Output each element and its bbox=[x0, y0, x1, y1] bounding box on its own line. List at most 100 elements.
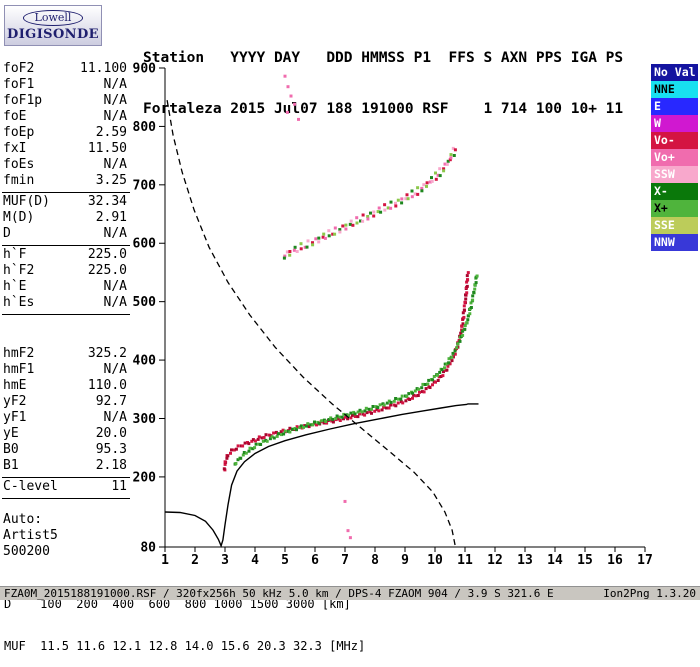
param-row: 500200 bbox=[2, 544, 130, 560]
param-row: C-level 11 bbox=[2, 479, 130, 495]
param-label: foF2 bbox=[3, 61, 35, 76]
station-header: Station YYYY DAY DDD HMMSS P1 FFS S AXN … bbox=[143, 16, 623, 135]
x-tick-label: 12 bbox=[487, 553, 503, 568]
echo-color-legend: No Val NNE E W Vo- Vo+ SSW X- X+ SSE NNW bbox=[651, 64, 698, 251]
f2-x-mode-trace bbox=[233, 274, 479, 466]
param-value: 2.59 bbox=[95, 125, 127, 140]
param-label: foEs bbox=[3, 157, 35, 172]
x-tick-label: 9 bbox=[401, 553, 409, 568]
status-program-version: Ion2Png 1.3.20 bbox=[603, 587, 696, 600]
param-row: D N/A bbox=[2, 226, 130, 242]
param-label: B1 bbox=[3, 458, 19, 473]
param-label: hmE bbox=[3, 378, 27, 393]
param-group: foF2 11.100 foF1 N/A foF1p N/A foE N/A foEp 2.59 f… bbox=[2, 60, 130, 193]
x-tick-label: 5 bbox=[281, 553, 289, 568]
second-hop-trace bbox=[282, 146, 457, 260]
param-value: N/A bbox=[103, 109, 127, 124]
x-tick-label: 15 bbox=[577, 553, 593, 568]
legend-item-x-: X- bbox=[651, 183, 698, 200]
param-label: yF1 bbox=[3, 410, 27, 425]
param-label: M(D) bbox=[3, 210, 35, 225]
legend-item-e: E bbox=[651, 98, 698, 115]
x-tick-label: 14 bbox=[547, 553, 563, 568]
x-tick-label: 17 bbox=[637, 553, 653, 568]
x-tick-label: 2 bbox=[191, 553, 199, 568]
lowell-digisonde-logo: Lowell DIGISONDE bbox=[4, 5, 102, 46]
x-tick-label: 11 bbox=[457, 553, 473, 568]
muf-distance-table: D 100 200 400 600 800 1000 1500 3000 [km… bbox=[4, 569, 365, 667]
logo-digisonde-text: DIGISONDE bbox=[7, 26, 99, 42]
param-row: h`E N/A bbox=[2, 279, 130, 295]
param-group: Auto: Artist5 500200 bbox=[2, 511, 130, 563]
legend-item-vo-: Vo- bbox=[651, 132, 698, 149]
x-tick-label: 7 bbox=[341, 553, 349, 568]
param-value: 3.25 bbox=[95, 173, 127, 188]
param-row: h`Es N/A bbox=[2, 295, 130, 311]
legend-item-no-val: No Val bbox=[651, 64, 698, 81]
param-value: N/A bbox=[103, 77, 127, 92]
param-row: foF1 N/A bbox=[2, 77, 130, 93]
y-tick-label: 200 bbox=[133, 470, 157, 485]
param-value: 92.7 bbox=[95, 394, 127, 409]
x-tick-label: 4 bbox=[251, 553, 259, 568]
param-group: h`F 225.0 h`F2 225.0 h`E N/A h`Es N/A bbox=[2, 246, 130, 315]
param-value: N/A bbox=[103, 410, 127, 425]
param-row: B0 95.3 bbox=[2, 442, 130, 458]
param-label: D bbox=[3, 226, 11, 241]
y-tick-label: 300 bbox=[133, 412, 157, 427]
param-label: yE bbox=[3, 426, 19, 441]
param-value: N/A bbox=[103, 93, 127, 108]
param-row: yE 20.0 bbox=[2, 426, 130, 442]
legend-item-ssw: SSW bbox=[651, 166, 698, 183]
status-bar: FZA0M_2015188191000.RSF / 320fx256h 50 k… bbox=[0, 586, 700, 600]
legend-item-nne: NNE bbox=[651, 81, 698, 98]
param-value: 32.34 bbox=[87, 194, 127, 209]
transmission-curve bbox=[166, 99, 456, 546]
muf-row: MUF 11.5 11.6 12.1 12.8 14.0 15.6 20.3 3… bbox=[4, 639, 366, 653]
legend-item-x+: X+ bbox=[651, 200, 698, 217]
param-label: h`F bbox=[3, 247, 27, 262]
param-label: foF1p bbox=[3, 93, 43, 108]
param-label: h`Es bbox=[3, 295, 35, 310]
param-value: 2.18 bbox=[95, 458, 127, 473]
true-height-profile bbox=[164, 403, 479, 548]
param-value: N/A bbox=[103, 362, 127, 377]
param-group: MUF(D) 32.34 M(D) 2.91 D N/A bbox=[2, 193, 130, 246]
y-tick-label: 600 bbox=[133, 237, 157, 252]
legend-item-nnw: NNW bbox=[651, 234, 698, 251]
param-label: Artist5 bbox=[3, 528, 58, 543]
header-station-values: Fortaleza 2015 Jul07 188 191000 RSF 1 71… bbox=[143, 101, 624, 117]
legend-item-w: W bbox=[651, 115, 698, 132]
y-tick-label: 80 bbox=[140, 541, 156, 556]
param-row: fmin 3.25 bbox=[2, 173, 130, 189]
parameter-panel: foF2 11.100 foF1 N/A foF1p N/A foE N/A foEp 2.59 f… bbox=[2, 60, 130, 563]
legend-item-sse: SSE bbox=[651, 217, 698, 234]
x-tick-label: 3 bbox=[221, 553, 229, 568]
param-label: foE bbox=[3, 109, 27, 124]
param-value: N/A bbox=[103, 226, 127, 241]
param-value: 225.0 bbox=[87, 263, 127, 278]
param-value: 95.3 bbox=[95, 442, 127, 457]
header-column-titles: Station YYYY DAY DDD HMMSS P1 FFS S AXN … bbox=[143, 50, 624, 66]
param-row: foE N/A bbox=[2, 109, 130, 125]
param-group: hmF2 325.2 hmF1 N/A hmE 110.0 yF2 92.7 yF1 N/A yE 2… bbox=[2, 345, 130, 478]
param-label: yF2 bbox=[3, 394, 27, 409]
y-tick-label: 400 bbox=[133, 354, 157, 369]
param-label: foF1 bbox=[3, 77, 35, 92]
param-row: foF2 11.100 bbox=[2, 61, 130, 77]
param-row: hmF2 325.2 bbox=[2, 346, 130, 362]
param-row: hmE 110.0 bbox=[2, 378, 130, 394]
param-value: 225.0 bbox=[87, 247, 127, 262]
param-label: hmF1 bbox=[3, 362, 35, 377]
param-label: C-level bbox=[3, 479, 58, 494]
param-label: Auto: bbox=[3, 512, 43, 527]
param-label: hmF2 bbox=[3, 346, 35, 361]
param-row: h`F2 225.0 bbox=[2, 263, 130, 279]
param-value: 110.0 bbox=[87, 378, 127, 393]
param-label: MUF(D) bbox=[3, 194, 50, 209]
legend-item-vo+: Vo+ bbox=[651, 149, 698, 166]
param-row: Auto: bbox=[2, 512, 130, 528]
status-file-info: FZA0M_2015188191000.RSF / 320fx256h 50 k… bbox=[4, 587, 554, 600]
